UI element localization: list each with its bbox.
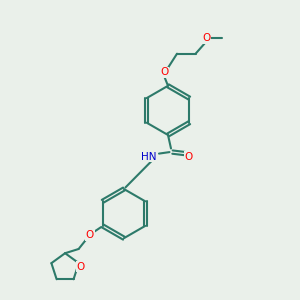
Text: O: O: [76, 262, 84, 272]
Text: HN: HN: [141, 152, 157, 162]
Text: O: O: [202, 33, 210, 43]
Text: O: O: [185, 152, 193, 162]
Text: O: O: [160, 67, 169, 77]
Text: O: O: [86, 230, 94, 241]
